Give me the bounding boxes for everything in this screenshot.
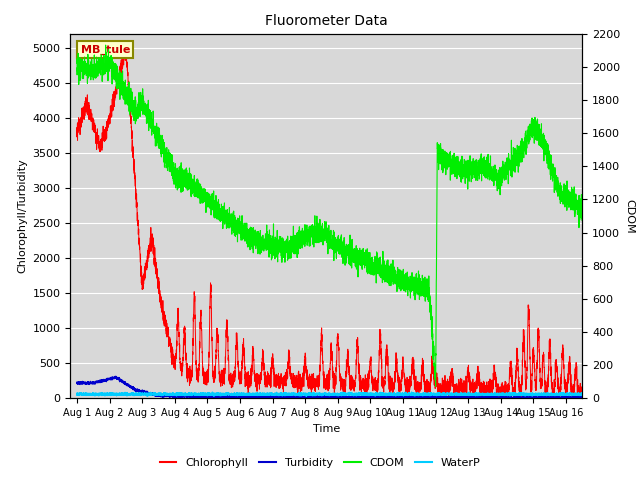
Title: Fluorometer Data: Fluorometer Data bbox=[265, 14, 388, 28]
X-axis label: Time: Time bbox=[313, 424, 340, 433]
Text: MB_tule: MB_tule bbox=[81, 45, 130, 55]
Y-axis label: Chlorophyll/Turbidity: Chlorophyll/Turbidity bbox=[17, 158, 27, 274]
Y-axis label: CDOM: CDOM bbox=[624, 199, 634, 233]
Legend: Chlorophyll, Turbidity, CDOM, WaterP: Chlorophyll, Turbidity, CDOM, WaterP bbox=[155, 453, 485, 472]
